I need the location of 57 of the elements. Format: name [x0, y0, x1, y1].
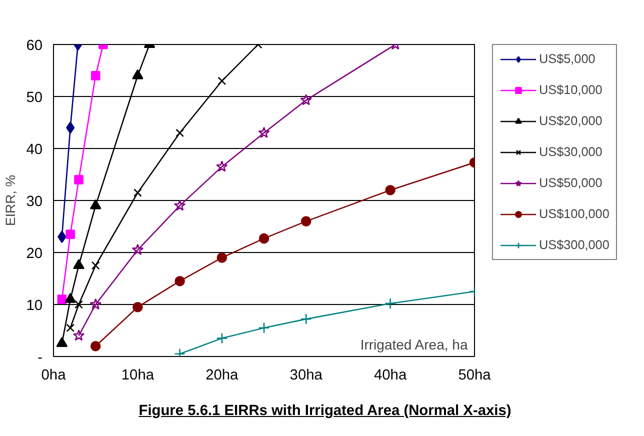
legend-label: US$5,000 — [539, 52, 596, 66]
point — [216, 160, 228, 172]
point — [66, 324, 75, 332]
y-tick-label: 60 — [26, 38, 43, 54]
point — [64, 292, 76, 303]
point — [174, 200, 186, 211]
point — [73, 259, 84, 270]
text: Figure 5.6.1 EIRRs with Irrigated Area (Normal X-axis) — [138, 403, 512, 419]
legend-label: US$300,000 — [539, 238, 610, 252]
point — [300, 313, 312, 325]
x-tick-label: 40ha — [374, 368, 408, 384]
legend-label: US$30,000 — [539, 145, 602, 159]
y-tick-label: 40 — [26, 142, 43, 158]
point — [176, 128, 184, 138]
y-tick-label: 50 — [26, 90, 43, 106]
point — [66, 230, 75, 239]
point — [56, 337, 68, 348]
x-tick-label: 50ha — [458, 368, 492, 384]
point — [66, 122, 75, 134]
y-tick-label: 30 — [26, 194, 43, 210]
point — [216, 252, 228, 263]
point — [300, 216, 312, 226]
point — [74, 175, 84, 184]
point — [57, 294, 67, 304]
y-tick-label: 10 — [26, 298, 43, 314]
point — [90, 298, 102, 310]
point — [91, 261, 100, 270]
point — [90, 199, 102, 210]
y-tick-label: 20 — [26, 246, 43, 262]
x-axis-title: Irrigated Area, ha — [360, 336, 468, 352]
x-tick-label: 20ha — [206, 368, 240, 384]
point — [300, 94, 312, 106]
legend-label: US$20,000 — [539, 114, 602, 128]
point — [90, 340, 101, 352]
y-axis-title: EIRR, % — [3, 174, 18, 226]
point — [134, 188, 142, 197]
legend-label: US$50,000 — [539, 176, 602, 190]
point — [258, 126, 270, 138]
point — [74, 300, 83, 309]
point — [258, 322, 270, 334]
point — [132, 244, 144, 255]
x-tick-label: 30ha — [290, 368, 324, 384]
point — [385, 184, 396, 196]
point — [132, 69, 144, 80]
y-tick-label: - — [38, 350, 43, 366]
x-tick-label: 0ha — [41, 368, 67, 384]
point — [132, 302, 143, 312]
point — [218, 76, 226, 86]
point — [384, 298, 396, 310]
point — [216, 332, 228, 344]
legend-label: US$10,000 — [539, 83, 602, 97]
legend-label: US$100,000 — [539, 207, 610, 221]
point — [90, 71, 100, 80]
point — [258, 233, 270, 244]
point — [72, 330, 85, 341]
point — [174, 276, 185, 286]
x-tick-label: 10ha — [121, 368, 155, 384]
